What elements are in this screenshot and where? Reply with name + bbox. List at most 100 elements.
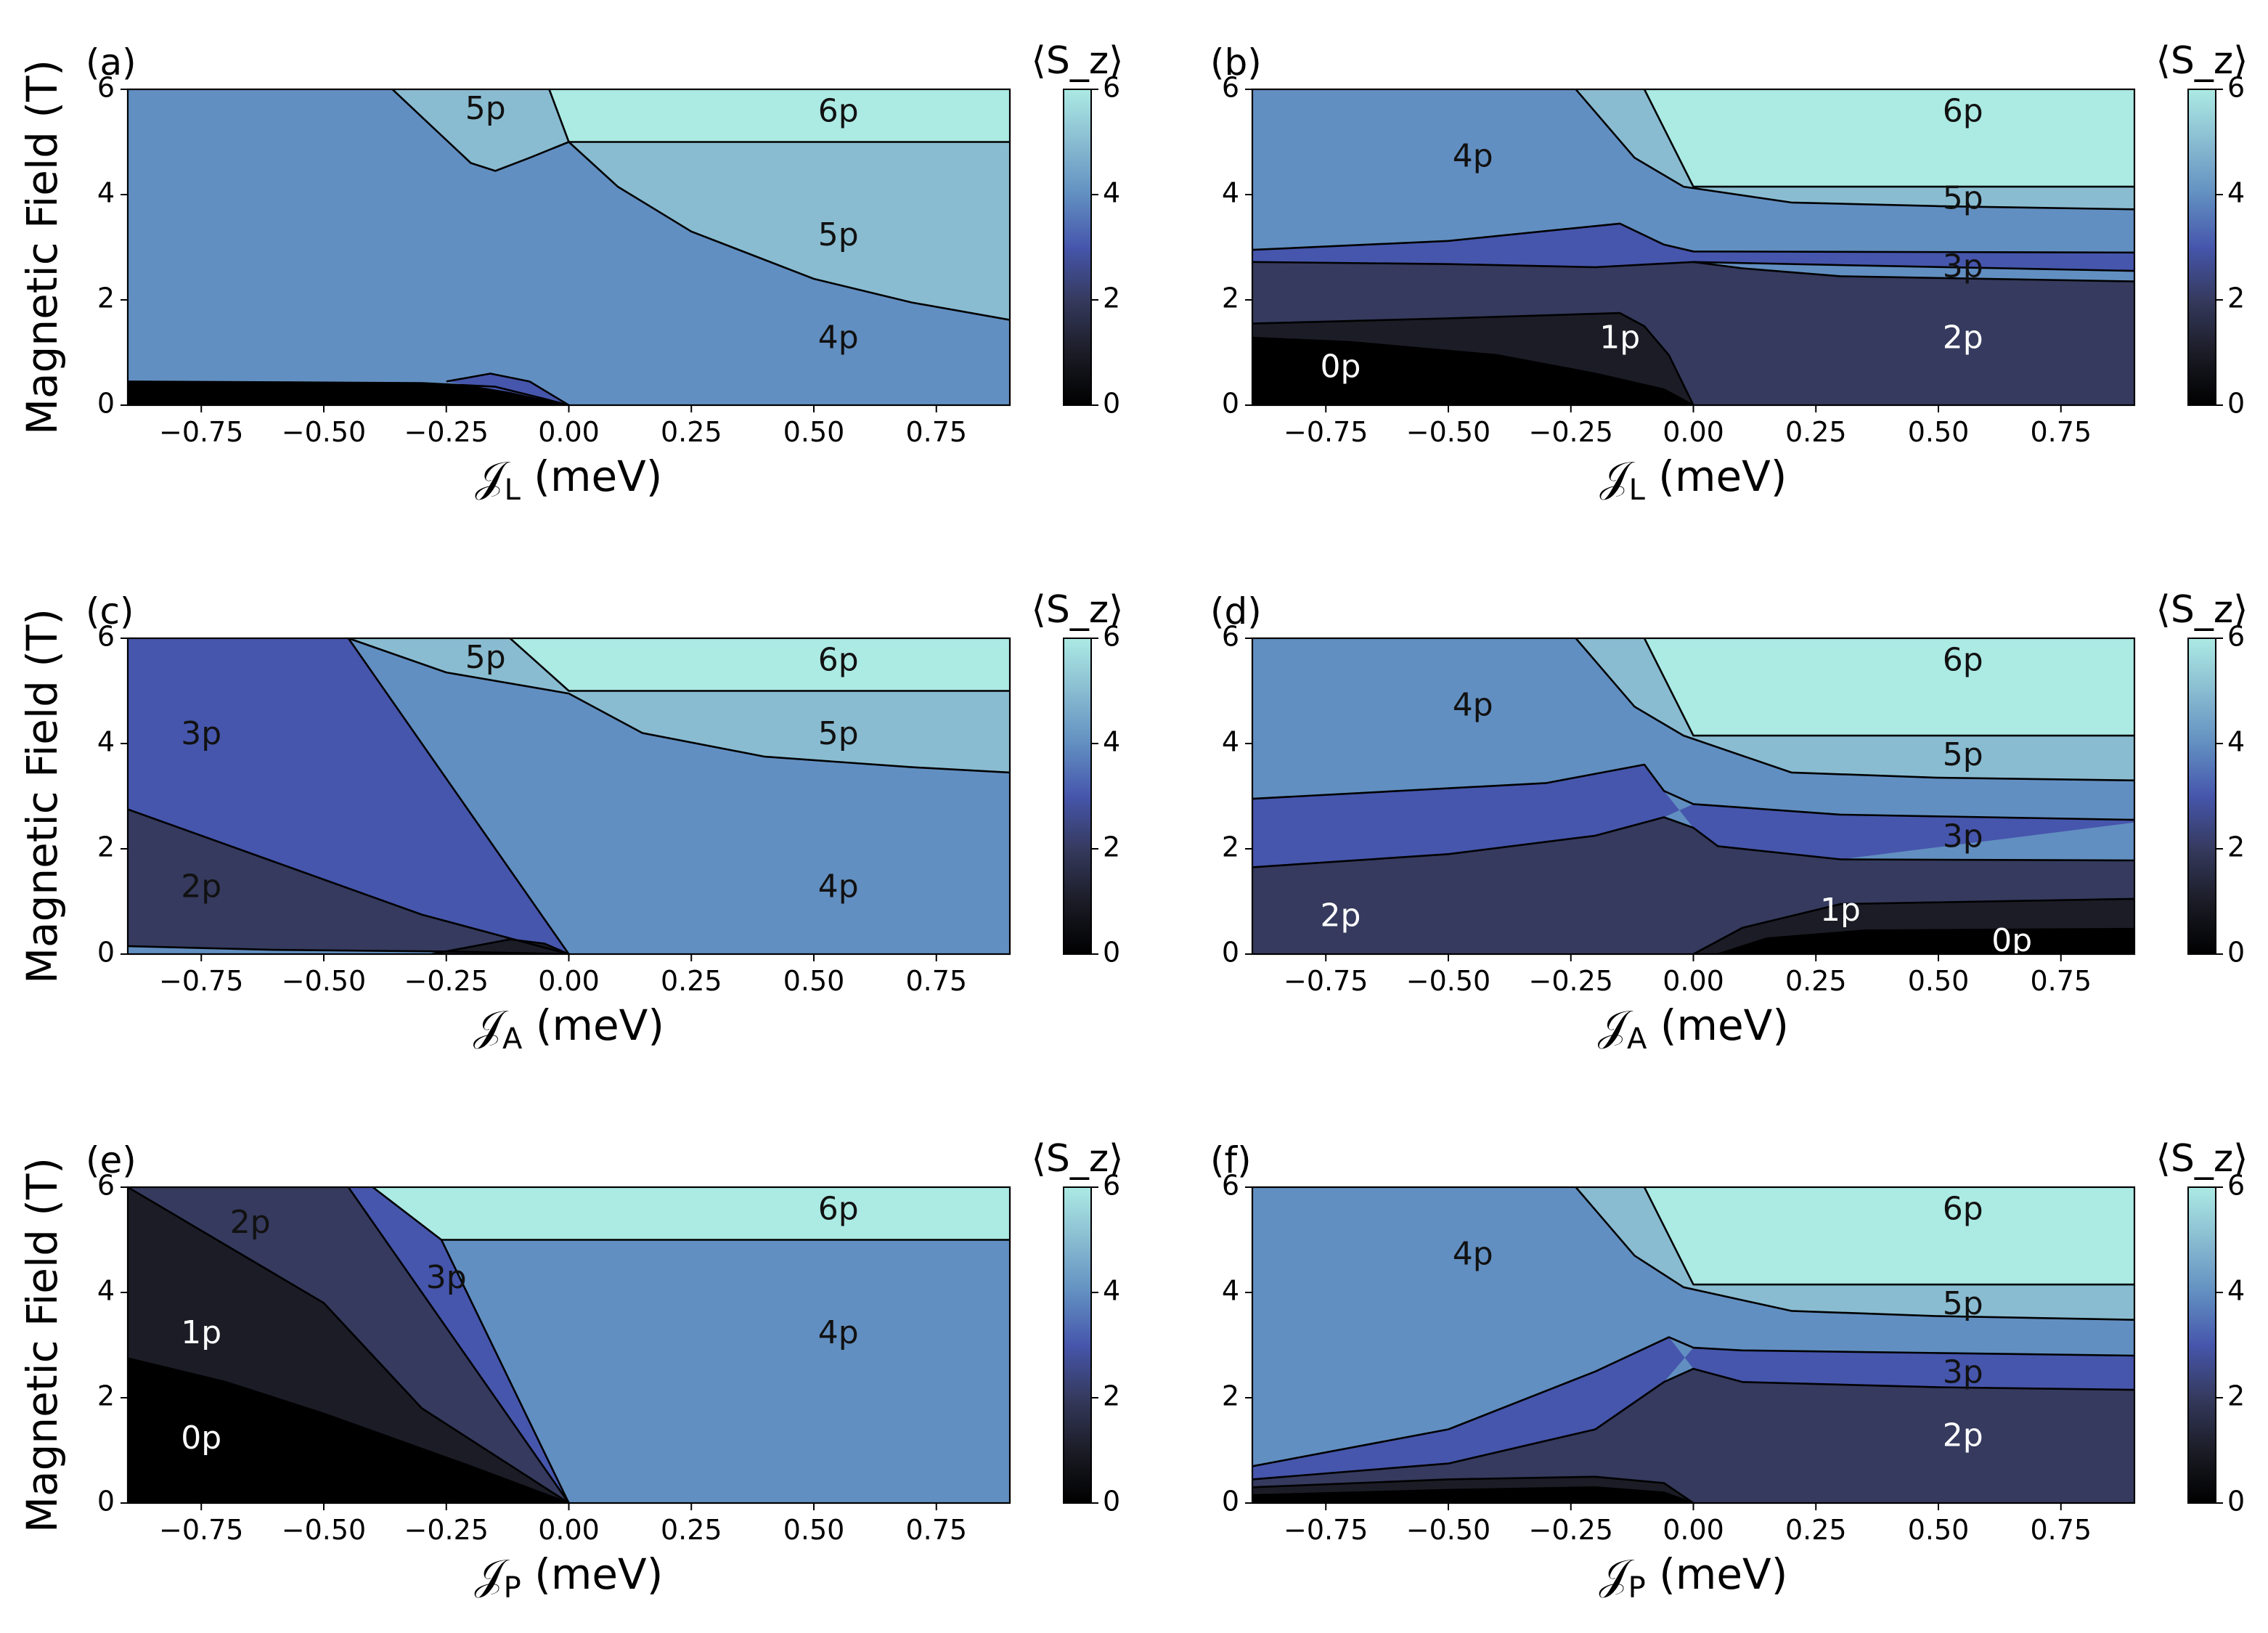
x-axis-subscript: P (1628, 1571, 1646, 1605)
x-tick-label: −0.50 (1406, 416, 1490, 448)
phase-boundary (1575, 89, 2134, 211)
plot-area: 2p 6p 3p 1p 4p 0p (128, 1187, 1010, 1503)
x-axis-label: 𝒥L (meV) (476, 452, 663, 507)
phase-label: 6p (818, 93, 859, 130)
colorbar-label: ⟨S_z⟩ (1032, 588, 1124, 632)
colorbar-segment (2188, 796, 2216, 850)
colorbar-segment (2188, 352, 2216, 406)
y-tick-label: 4 (97, 1275, 115, 1307)
colorbar-segment (1064, 352, 1091, 406)
y-tick-label: 6 (97, 1170, 115, 1202)
colorbar-segment (2188, 1186, 2216, 1240)
phase-boundary (1252, 1367, 2134, 1481)
y-tick-label: 0 (1222, 1486, 1239, 1518)
x-tick-label: 0.75 (2030, 965, 2092, 997)
y-tick-label: 2 (97, 1380, 115, 1412)
phase-label: 4p (1453, 686, 1493, 723)
x-tick-label: 0.00 (1663, 1514, 1724, 1546)
phase-label: 3p (181, 715, 221, 752)
region-level-3 (128, 638, 569, 954)
colorbar-segment (2188, 743, 2216, 797)
x-axis-label: 𝒥A (meV) (473, 1001, 664, 1056)
region-level-0 (128, 1358, 569, 1503)
colorbar-label: ⟨S_z⟩ (1032, 1137, 1124, 1181)
x-tick-label: −0.75 (1284, 965, 1368, 997)
colorbar-segment (1064, 1186, 1091, 1240)
region-level-3 (1252, 223, 2134, 272)
colorbar-segment (1064, 848, 1091, 902)
region-level-3 (1252, 1337, 2134, 1480)
phase-boundary (347, 638, 570, 954)
panel-label: (e) (86, 1139, 136, 1181)
phase-boundary (1643, 89, 2134, 188)
region-level-0 (1252, 338, 1694, 405)
phase-label: 1p (181, 1314, 221, 1351)
region-level-6 (372, 1187, 1010, 1240)
x-tick-label: 0.00 (538, 1514, 600, 1546)
x-tick-label: 0.75 (2030, 1514, 2092, 1546)
phase-boundary (1643, 638, 2134, 737)
phase-boundary (1693, 261, 2134, 282)
colorbar-tick-label: 0 (2227, 937, 2245, 969)
x-tick-label: 0.75 (905, 1514, 967, 1546)
y-tick-label: 4 (97, 177, 115, 209)
colorbar-frame (2187, 638, 2216, 955)
colorbar-tick-label: 6 (2227, 1170, 2245, 1202)
colorbar-label: ⟨S_z⟩ (2156, 39, 2248, 83)
region-level-1 (1252, 313, 1694, 405)
x-tick-label: 0.50 (783, 965, 845, 997)
phase-label: 6p (1943, 93, 1983, 130)
phase-boundary (1692, 897, 2134, 954)
colorbar-label: ⟨S_z⟩ (2156, 588, 2248, 632)
y-tick-label: 2 (1222, 1380, 1239, 1412)
x-axis-subscript: L (505, 473, 521, 507)
phase-label: 2p (1943, 319, 1983, 356)
colorbar-segment (1064, 1239, 1091, 1293)
phase-boundary (347, 1187, 570, 1503)
phase-label: 2p (230, 1204, 271, 1241)
x-tick-label: 0.50 (783, 1514, 845, 1546)
phase-boundary (509, 638, 1010, 692)
phase-boundary (1252, 222, 2134, 254)
colorbar-frame (1063, 638, 1092, 955)
phase-label: 3p (1943, 818, 1983, 855)
x-tick-label: −0.25 (1529, 416, 1613, 448)
panel-a: 5p 6p 5p 4p −0.75 −0.50 −0.25 0.00 0.25 0.50 0.75 0… (17, 39, 1123, 507)
x-tick-label: 0.75 (2030, 416, 2092, 448)
colorbar-segment (2188, 848, 2216, 902)
panel-label: (a) (86, 41, 136, 84)
panel-c: 5p 6p 3p 5p 2p 4p −0.75 −0.50 −0.25 0.00 0.25 0.50 0… (17, 588, 1123, 1056)
x-tick-label: 0.25 (1785, 965, 1847, 997)
phase-boundary (1252, 1475, 1694, 1503)
colorbar: 0 2 4 6⟨S_z⟩ (1032, 39, 1124, 420)
panel-label: (d) (1210, 590, 1262, 632)
colorbar-tick-label: 0 (2227, 1486, 2245, 1518)
colorbar-segment (2188, 638, 2216, 691)
y-tick-label: 6 (97, 621, 115, 653)
phase-label: 0p (1991, 922, 2032, 959)
colorbar-tick-label: 4 (2227, 177, 2245, 209)
y-tick-label: 2 (97, 831, 115, 863)
x-tick-label: −0.75 (159, 1514, 243, 1546)
colorbar-segment (2188, 901, 2216, 955)
y-tick-label: 2 (1222, 282, 1239, 314)
colorbar-tick-label: 0 (1103, 937, 1120, 969)
colorbar-segment (2188, 247, 2216, 301)
x-axis-unit: (meV) (1645, 452, 1787, 501)
phase-label: 0p (1321, 348, 1361, 385)
phase-boundary (1252, 763, 2134, 821)
x-tick-label: 0.50 (1908, 1514, 1970, 1546)
x-tick-label: 0.00 (1663, 965, 1724, 997)
colorbar-segment (1064, 691, 1091, 744)
colorbar-frame (1063, 89, 1092, 406)
phase-label: 3p (1943, 248, 1983, 285)
phase-label: 5p (818, 715, 859, 752)
colorbar-segment (2188, 142, 2216, 195)
phase-boundary (1252, 816, 2134, 868)
y-tick-label: 0 (97, 937, 115, 969)
colorbar-tick-label: 2 (2227, 1380, 2245, 1412)
colorbar-tick-label: 2 (2227, 282, 2245, 314)
phase-boundary (348, 638, 1010, 774)
colorbar: 0 2 4 6⟨S_z⟩ (2156, 1137, 2248, 1518)
